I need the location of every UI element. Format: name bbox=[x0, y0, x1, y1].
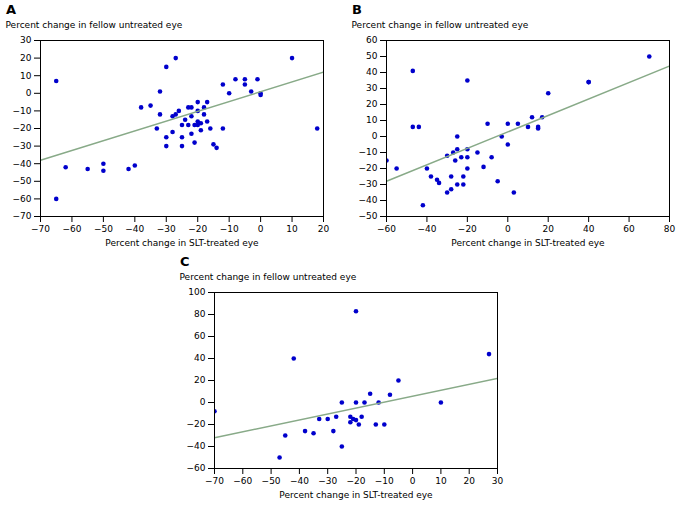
svg-text:−60: −60 bbox=[187, 463, 206, 473]
svg-text:−20: −20 bbox=[13, 123, 32, 133]
svg-text:60: 60 bbox=[194, 331, 206, 341]
svg-text:20: 20 bbox=[318, 224, 330, 234]
svg-text:−40: −40 bbox=[359, 195, 378, 205]
svg-text:Percent change in fellow untre: Percent change in fellow untreated eye bbox=[6, 20, 183, 30]
svg-text:−40: −40 bbox=[13, 159, 32, 169]
svg-text:−60: −60 bbox=[377, 224, 396, 234]
svg-text:80: 80 bbox=[664, 224, 676, 234]
svg-text:0: 0 bbox=[410, 476, 416, 486]
svg-text:50: 50 bbox=[366, 51, 378, 61]
svg-text:20: 20 bbox=[542, 224, 554, 234]
svg-text:−50: −50 bbox=[359, 211, 378, 221]
svg-text:30: 30 bbox=[366, 83, 378, 93]
svg-text:−70: −70 bbox=[13, 211, 32, 221]
svg-text:−60: −60 bbox=[13, 194, 32, 204]
svg-text:80: 80 bbox=[194, 309, 206, 319]
svg-text:−50: −50 bbox=[262, 476, 281, 486]
svg-text:−60: −60 bbox=[233, 476, 252, 486]
svg-text:10: 10 bbox=[435, 476, 447, 486]
svg-text:20: 20 bbox=[366, 99, 378, 109]
svg-text:−30: −30 bbox=[359, 179, 378, 189]
svg-text:40: 40 bbox=[194, 353, 206, 363]
svg-text:−70: −70 bbox=[205, 476, 224, 486]
svg-text:0: 0 bbox=[372, 131, 378, 141]
svg-text:−70: −70 bbox=[31, 224, 50, 234]
svg-text:−60: −60 bbox=[62, 224, 81, 234]
svg-text:−10: −10 bbox=[375, 476, 394, 486]
svg-text:40: 40 bbox=[583, 224, 595, 234]
svg-text:20: 20 bbox=[194, 375, 206, 385]
svg-text:100: 100 bbox=[188, 287, 205, 297]
svg-text:−20: −20 bbox=[347, 476, 366, 486]
svg-text:−10: −10 bbox=[13, 106, 32, 116]
svg-text:−40: −40 bbox=[290, 476, 309, 486]
svg-text:10: 10 bbox=[366, 115, 378, 125]
html-text:C: C bbox=[180, 254, 190, 269]
svg-text:60: 60 bbox=[366, 35, 378, 45]
svg-text:0: 0 bbox=[505, 224, 511, 234]
html-text:A: A bbox=[6, 2, 17, 17]
svg-text:−20: −20 bbox=[188, 224, 207, 234]
svg-text:Percent change in SLT-treated: Percent change in SLT-treated eye bbox=[279, 490, 433, 500]
svg-text:−40: −40 bbox=[187, 441, 206, 451]
svg-text:Percent change in SLT-treated: Percent change in SLT-treated eye bbox=[451, 238, 605, 248]
svg-text:−30: −30 bbox=[318, 476, 337, 486]
svg-text:30: 30 bbox=[20, 35, 32, 45]
svg-text:Percent change in fellow untre: Percent change in fellow untreated eye bbox=[180, 272, 357, 282]
svg-text:−10: −10 bbox=[220, 224, 239, 234]
svg-text:10: 10 bbox=[286, 224, 298, 234]
svg-text:−20: −20 bbox=[187, 419, 206, 429]
svg-text:−40: −40 bbox=[417, 224, 436, 234]
svg-text:−50: −50 bbox=[94, 224, 113, 234]
svg-text:40: 40 bbox=[366, 67, 378, 77]
svg-text:30: 30 bbox=[492, 476, 504, 486]
svg-text:0: 0 bbox=[200, 397, 206, 407]
svg-text:60: 60 bbox=[623, 224, 635, 234]
svg-text:Percent change in fellow untre: Percent change in fellow untreated eye bbox=[352, 20, 529, 30]
svg-text:0: 0 bbox=[26, 88, 32, 98]
svg-text:−30: −30 bbox=[13, 141, 32, 151]
svg-text:−10: −10 bbox=[359, 147, 378, 157]
svg-text:0: 0 bbox=[258, 224, 264, 234]
svg-text:−20: −20 bbox=[458, 224, 477, 234]
svg-text:20: 20 bbox=[463, 476, 475, 486]
svg-text:20: 20 bbox=[20, 53, 32, 63]
svg-text:−40: −40 bbox=[125, 224, 144, 234]
svg-text:−20: −20 bbox=[359, 163, 378, 173]
svg-text:−50: −50 bbox=[13, 176, 32, 186]
html-text:B: B bbox=[352, 2, 362, 17]
svg-text:−30: −30 bbox=[157, 224, 176, 234]
svg-text:Percent change in SLT-treated: Percent change in SLT-treated eye bbox=[105, 238, 259, 248]
svg-text:10: 10 bbox=[20, 71, 32, 81]
